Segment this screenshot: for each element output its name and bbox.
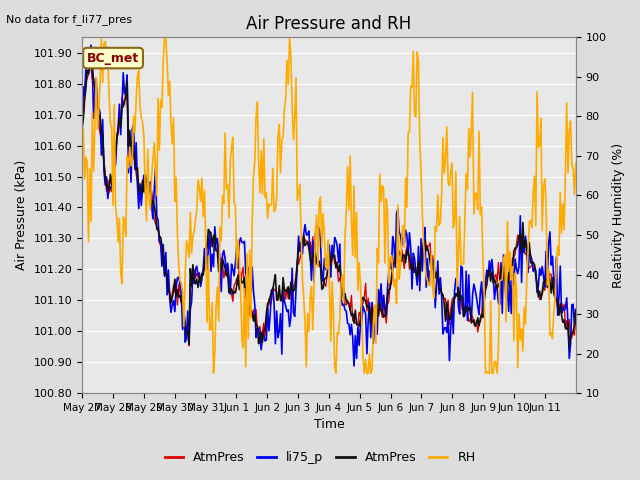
Text: No data for f_li77_pres: No data for f_li77_pres — [6, 14, 132, 25]
X-axis label: Time: Time — [314, 419, 344, 432]
Legend: AtmPres, li75_p, AtmPres, RH: AtmPres, li75_p, AtmPres, RH — [159, 446, 481, 469]
Y-axis label: Air Pressure (kPa): Air Pressure (kPa) — [15, 160, 28, 270]
Text: BC_met: BC_met — [87, 51, 140, 65]
Title: Air Pressure and RH: Air Pressure and RH — [246, 15, 412, 33]
Y-axis label: Relativity Humidity (%): Relativity Humidity (%) — [612, 143, 625, 288]
